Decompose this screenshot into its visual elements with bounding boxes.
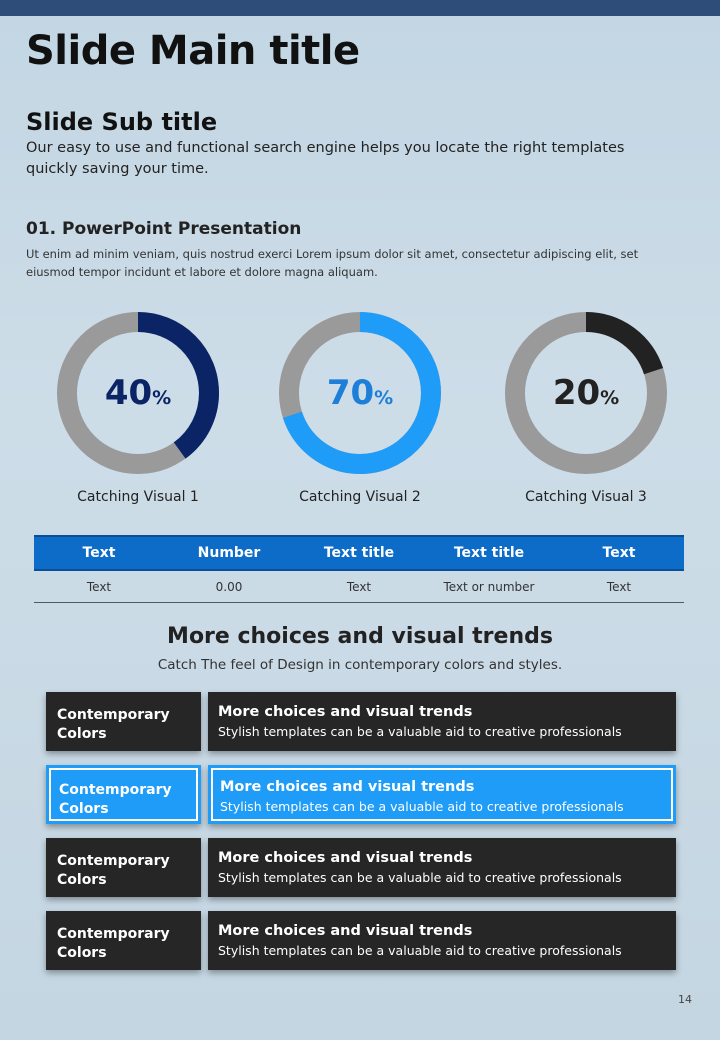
table-header: Text (554, 535, 684, 571)
subtitle-description: Our easy to use and functional search en… (26, 140, 625, 177)
row-description: Stylish templates can be a valuable aid … (220, 799, 624, 814)
row-left-label-3: Contemporary Colors (46, 838, 201, 897)
row-heading: More choices and visual trends (218, 704, 473, 720)
donut-percent: 40% (53, 308, 223, 478)
table-header: Number (164, 535, 294, 571)
table-cell: Text (34, 570, 164, 603)
table-cell: 0.00 (164, 570, 294, 603)
donut-value: 40 (104, 373, 153, 413)
row-heading: More choices and visual trends (218, 923, 473, 939)
donut-symbol: % (152, 386, 172, 409)
donut-arc (505, 312, 667, 474)
page-number: 14 (678, 993, 692, 1006)
data-table: Text Number Text title Text title Text T… (34, 535, 684, 603)
donut-percent: 20% (501, 308, 671, 478)
donut-chart-1: 40% (53, 308, 223, 478)
donut-value: 20 (552, 373, 601, 413)
row-content-3: More choices and visual trends Stylish t… (208, 838, 676, 897)
row-description: Stylish templates can be a valuable aid … (218, 943, 622, 958)
donut-symbol: % (374, 386, 394, 409)
table-cell: Text or number (424, 570, 554, 603)
donut-arc (57, 312, 219, 474)
more-choices-title: More choices and visual trends (167, 624, 553, 649)
row-content-1: More choices and visual trends Stylish t… (208, 692, 676, 751)
table-header: Text (34, 535, 164, 571)
table-row: Text 0.00 Text Text or number Text (34, 570, 684, 603)
donut-label-3: Catching Visual 3 (525, 489, 647, 505)
row-description: Stylish templates can be a valuable aid … (218, 870, 622, 885)
row-left-label-1: Contemporary Colors (46, 692, 201, 751)
top-bar (0, 0, 720, 16)
row-left-label-2: Contemporary Colors (46, 765, 201, 824)
row-left-label-4: Contemporary Colors (46, 911, 201, 970)
table-header: Text title (294, 535, 424, 571)
donut-label-1: Catching Visual 1 (77, 489, 199, 505)
donut-percent: 70% (275, 308, 445, 478)
row-heading: More choices and visual trends (220, 779, 475, 795)
table-header-row: Text Number Text title Text title Text (34, 535, 684, 571)
table-cell: Text (294, 570, 424, 603)
section-title: 01. PowerPoint Presentation (26, 219, 302, 239)
donut-symbol: % (600, 386, 620, 409)
donut-arc (279, 312, 441, 474)
row-content-2: More choices and visual trends Stylish t… (208, 765, 676, 824)
donut-chart-3: 20% (501, 308, 671, 478)
page-subtitle: Slide Sub title (26, 108, 218, 136)
table-header: Text title (424, 535, 554, 571)
table-cell: Text (554, 570, 684, 603)
donut-chart-2: 70% (275, 308, 445, 478)
row-content-4: More choices and visual trends Stylish t… (208, 911, 676, 970)
row-description: Stylish templates can be a valuable aid … (218, 724, 622, 739)
page-title: Slide Main title (26, 28, 360, 74)
section-description: Ut enim ad minim veniam, quis nostrud ex… (26, 247, 639, 279)
row-heading: More choices and visual trends (218, 850, 473, 866)
donut-value: 70 (326, 373, 375, 413)
more-choices-subtitle: Catch The feel of Design in contemporary… (157, 657, 563, 673)
donut-label-2: Catching Visual 2 (299, 489, 421, 505)
